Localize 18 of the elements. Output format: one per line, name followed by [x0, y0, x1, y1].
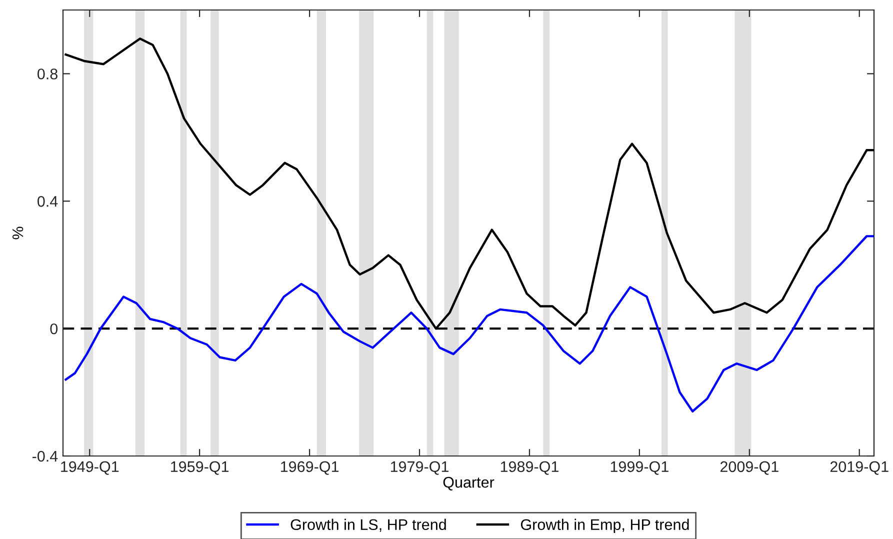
x-axis-title: Quarter [443, 476, 494, 490]
y-tick-label: 0.4 [38, 196, 58, 207]
line-series [64, 235, 874, 413]
x-tick-label: 2009-Q1 [720, 461, 778, 475]
legend-label: Growth in Emp, HP trend [520, 518, 689, 534]
line-series [64, 38, 874, 330]
x-tick-label: 1959-Q1 [171, 461, 229, 475]
legend-label: Growth in LS, HP trend [290, 518, 446, 532]
x-tick-label: 1949-Q1 [61, 461, 119, 475]
x-tick-label: 2019-Q1 [830, 461, 888, 475]
x-tick-label: 1969-Q1 [280, 461, 339, 475]
x-tick-label: 1979-Q1 [390, 461, 448, 475]
y-tick-label: 0 [50, 323, 58, 334]
x-tick-label: 1999-Q1 [610, 461, 668, 475]
y-axis-title: % [12, 226, 24, 240]
x-tick-label: 1989-Q1 [500, 461, 558, 475]
y-tick-label: -0.4 [32, 450, 58, 462]
y-tick-label: 0.8 [38, 68, 58, 80]
